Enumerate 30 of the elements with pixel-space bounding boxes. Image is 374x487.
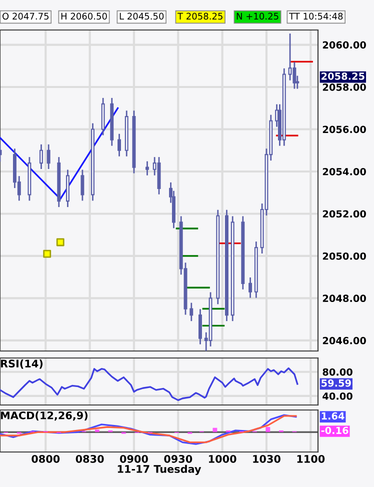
text: L 2045.50 [120,12,164,20]
text: T 2058.25 [177,12,222,20]
y-tick-label: 2052.00 [322,210,366,218]
chart-title: MACD(12,26,9) [0,411,88,421]
text: N +10.25 [236,12,278,20]
text: -0.16 [321,426,348,434]
y-tick-label: 40.00 [322,392,352,400]
y-tick-label: 2050.00 [322,252,366,260]
x-tick-label: 1100 [297,454,325,463]
text: 1.64 [322,412,344,420]
y-tick-label: 2046.00 [322,336,366,344]
text: H 2060.50 [61,12,107,20]
x-tick-label: 0930 [164,454,192,463]
chart-title: RSI(14) [0,359,43,369]
y-tick-label: 2060.00 [322,41,366,49]
y-tick-label: 2054.00 [322,168,366,176]
y-tick-label: 2058.00 [322,84,366,91]
y-tick-label: 2048.00 [322,294,366,302]
x-tick-label: 1000 [208,454,236,463]
text: 2058.25 [322,72,364,80]
text: 59.59 [322,379,351,387]
text: TT 10:54:48 [288,12,343,20]
x-tick-label: 0800 [32,454,60,463]
x-tick-label: 1030 [253,454,280,463]
x-axis-title: 11-17 Tuesday [118,464,202,476]
x-tick-label: 0830 [76,454,104,463]
x-tick-label: 0900 [120,454,148,463]
y-tick-label: 80.00 [322,368,352,376]
text: O 2047.75 [2,12,49,20]
y-tick-label: 2056.00 [322,126,366,134]
